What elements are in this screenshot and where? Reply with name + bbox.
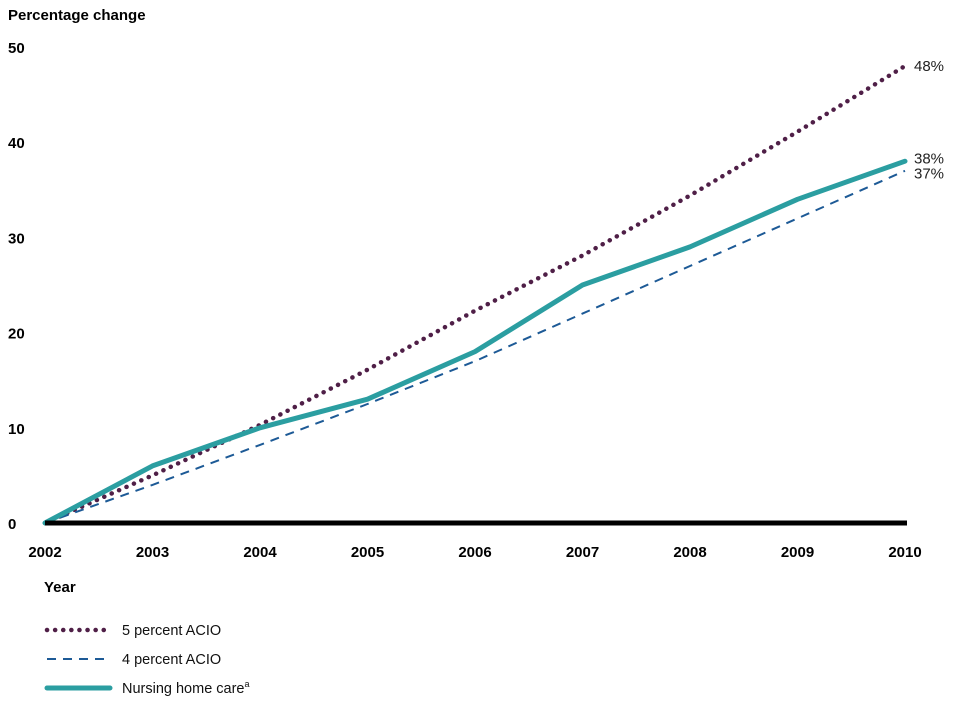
y-tick-label: 30 bbox=[8, 230, 25, 247]
end-value-label: 48% bbox=[914, 58, 944, 75]
legend-label: Nursing home carea bbox=[122, 679, 250, 697]
series-line-solid bbox=[42, 158, 908, 526]
x-tick-label: 2003 bbox=[136, 544, 169, 561]
y-tick-label: 40 bbox=[8, 135, 25, 152]
y-tick-labels: 0 10 20 30 40 50 bbox=[8, 40, 25, 533]
legend-label-name: 5 percent ACIO bbox=[122, 623, 221, 639]
x-tick-label: 2006 bbox=[458, 544, 491, 561]
x-tick-label: 2005 bbox=[351, 544, 384, 561]
end-value-label: 38% bbox=[914, 151, 944, 168]
legend-label-name: 4 percent ACIO bbox=[122, 652, 221, 668]
legend-label: 4 percent ACIO bbox=[122, 652, 221, 668]
legend-item: 5 percent ACIO bbox=[44, 623, 221, 639]
legend: 5 percent ACIO 4 percent ACIO Nursing home… bbox=[44, 623, 250, 697]
legend-label-name: Nursing home care bbox=[122, 681, 245, 697]
end-value-label: 37% bbox=[914, 166, 944, 183]
x-tick-label: 2004 bbox=[243, 544, 277, 561]
x-tick-label: 2010 bbox=[888, 544, 921, 561]
series-line-dotted bbox=[42, 63, 908, 526]
x-tick-labels: 2002 2003 2004 2005 2006 2007 2008 2009 2010 bbox=[28, 544, 921, 561]
series-lines bbox=[42, 63, 908, 526]
x-tick-label: 2009 bbox=[781, 544, 814, 561]
y-tick-label: 50 bbox=[8, 40, 25, 57]
legend-item: Nursing home carea bbox=[44, 679, 250, 697]
series-line-dashed bbox=[44, 169, 906, 524]
y-tick-label: 10 bbox=[8, 421, 25, 438]
y-tick-label: 20 bbox=[8, 326, 25, 343]
legend-label-superscript: a bbox=[245, 679, 250, 689]
legend-item: 4 percent ACIO bbox=[47, 652, 221, 668]
y-tick-label: 0 bbox=[8, 516, 16, 533]
x-tick-label: 2002 bbox=[28, 544, 61, 561]
x-axis-title: Year bbox=[44, 579, 76, 596]
legend-label: 5 percent ACIO bbox=[122, 623, 221, 639]
end-value-labels: 48% 38%37% bbox=[914, 58, 944, 182]
x-tick-label: 2008 bbox=[673, 544, 706, 561]
y-axis-title: Percentage change bbox=[8, 7, 146, 24]
x-tick-label: 2007 bbox=[566, 544, 599, 561]
